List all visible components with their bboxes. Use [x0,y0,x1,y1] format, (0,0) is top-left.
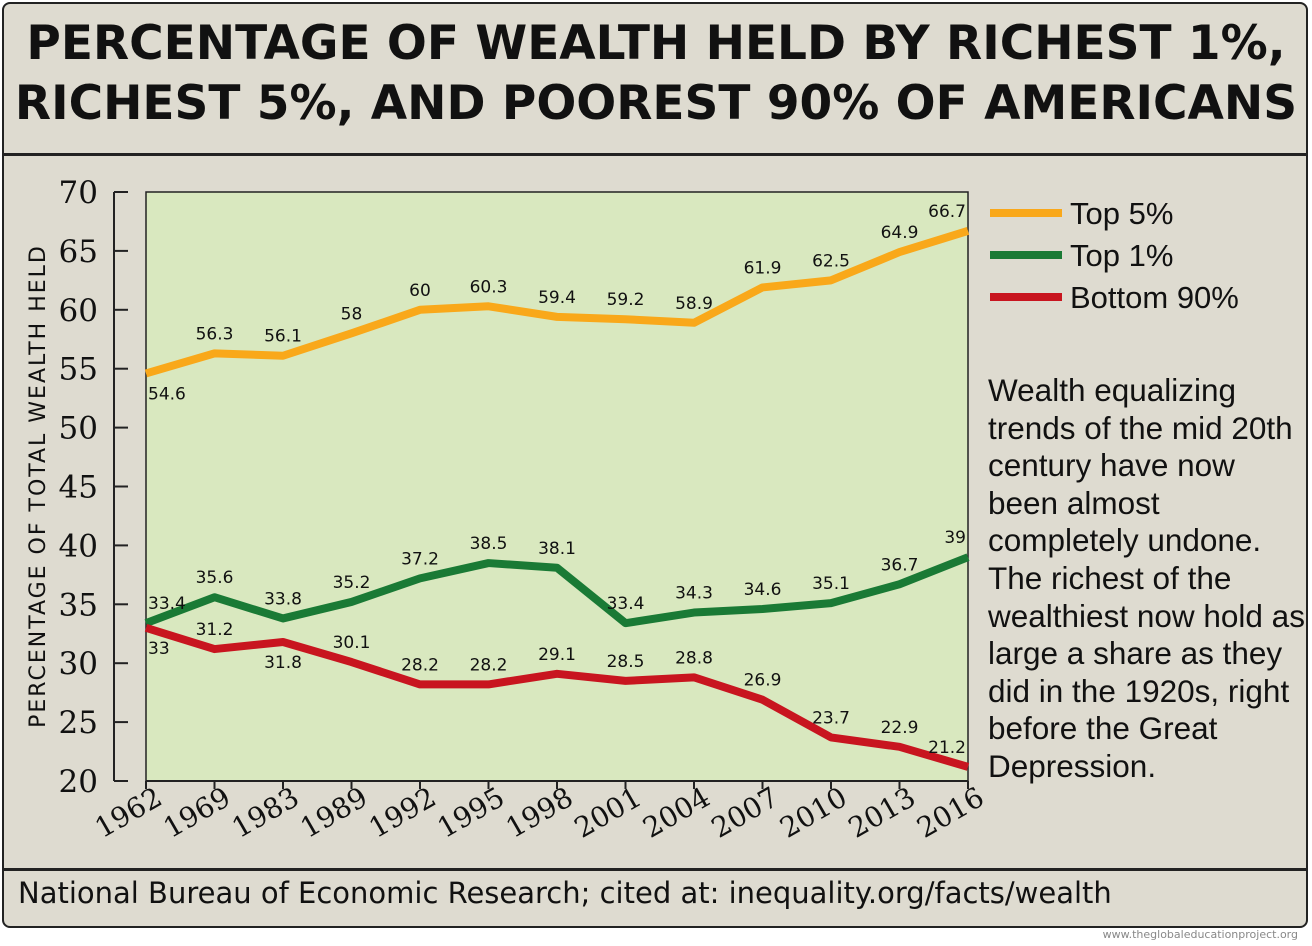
x-tick-label: 2016 [911,780,989,844]
data-label: 30.1 [333,633,371,653]
data-label: 58.9 [675,294,713,314]
data-label: 23.7 [812,708,850,728]
source-text: National Bureau of Economic Research; ci… [18,876,1112,910]
x-tick-label: 2004 [637,780,715,844]
data-label: 60.3 [470,277,508,297]
data-label: 56.3 [196,324,234,344]
data-label: 28.5 [607,652,645,672]
legend-entry: Top 1% [1070,238,1173,273]
data-label: 35.1 [812,574,850,594]
legend-entry: Bottom 90% [1070,280,1239,315]
y-tick-label: 55 [59,352,98,388]
data-label: 54.6 [148,384,186,404]
y-tick-label: 20 [59,764,98,800]
data-label: 35.6 [196,568,234,588]
y-tick-label: 50 [59,411,98,447]
title-line-2: RICHEST 5%, AND POOREST 90% OF AMERICANS [14,76,1298,131]
y-tick-label: 60 [59,293,98,329]
y-tick-label: 45 [59,470,98,506]
data-label: 64.9 [881,223,919,243]
data-label: 28.8 [675,648,713,668]
data-label: 33.4 [148,594,186,614]
y-axis-label: PERCENTAGE OF TOTAL WEALTH HELD [26,244,51,728]
y-tick-label: 40 [59,528,98,564]
data-label: 33.8 [264,589,302,609]
data-label: 34.3 [675,584,713,604]
x-tick-label: 2013 [843,780,921,844]
data-label: 35.2 [333,573,371,593]
data-label: 58 [341,304,363,324]
y-tick-label: 35 [59,587,98,623]
data-label: 36.7 [881,555,919,575]
data-label: 37.2 [401,549,439,569]
data-label: 59.4 [538,288,576,308]
data-label: 38.5 [470,534,508,554]
series-line-top-5- [144,227,970,378]
data-label: 38.1 [538,539,576,559]
data-label: 66.7 [928,202,966,222]
x-tick-label: 1962 [89,780,167,844]
x-tick-label: 2001 [569,780,647,844]
footer-divider [2,868,1308,871]
chart-title: PERCENTAGE OF WEALTH HELD BY RICHEST 1%,… [0,14,1312,134]
y-tick-label: 25 [59,705,98,741]
data-label: 34.6 [744,580,782,600]
data-label: 60 [409,281,431,301]
data-label: 28.2 [401,655,439,675]
y-tick-label: 30 [59,646,98,682]
data-label: 33.4 [607,594,645,614]
legend-entry: Top 5% [1070,196,1173,231]
watermark: www.theglobaleducationproject.org [1102,928,1298,941]
x-tick-label: 1969 [158,780,236,844]
data-label: 39 [944,528,966,548]
data-label: 59.2 [607,290,645,310]
x-tick-label: 1998 [500,780,578,844]
x-tick-label: 2010 [774,780,852,844]
series-line-top-1- [144,553,970,628]
data-label: 56.1 [264,327,302,347]
data-label: 31.8 [264,653,302,673]
x-tick-label: 1992 [363,780,441,844]
title-divider [2,153,1308,156]
data-label: 21.2 [928,738,966,758]
plot-area [145,191,969,782]
x-tick-label: 1989 [295,780,373,844]
x-tick-label: 1995 [432,780,510,844]
data-label: 29.1 [538,645,576,665]
annotation-note: Wealth equalizing trends of the mid 20th… [988,372,1305,784]
y-tick-label: 70 [59,175,98,211]
data-label: 33 [148,639,170,659]
x-tick-label: 2007 [706,780,784,844]
data-label: 31.2 [196,620,234,640]
data-label: 22.9 [881,718,919,738]
y-tick-label: 65 [59,234,98,270]
series-line-bottom-90- [144,624,970,771]
x-tick-label: 1983 [226,780,304,844]
title-line-1: PERCENTAGE OF WEALTH HELD BY RICHEST 1%, [26,16,1286,71]
data-label: 62.5 [812,251,850,271]
data-label: 61.9 [744,258,782,278]
data-label: 26.9 [744,671,782,691]
data-label: 28.2 [470,655,508,675]
